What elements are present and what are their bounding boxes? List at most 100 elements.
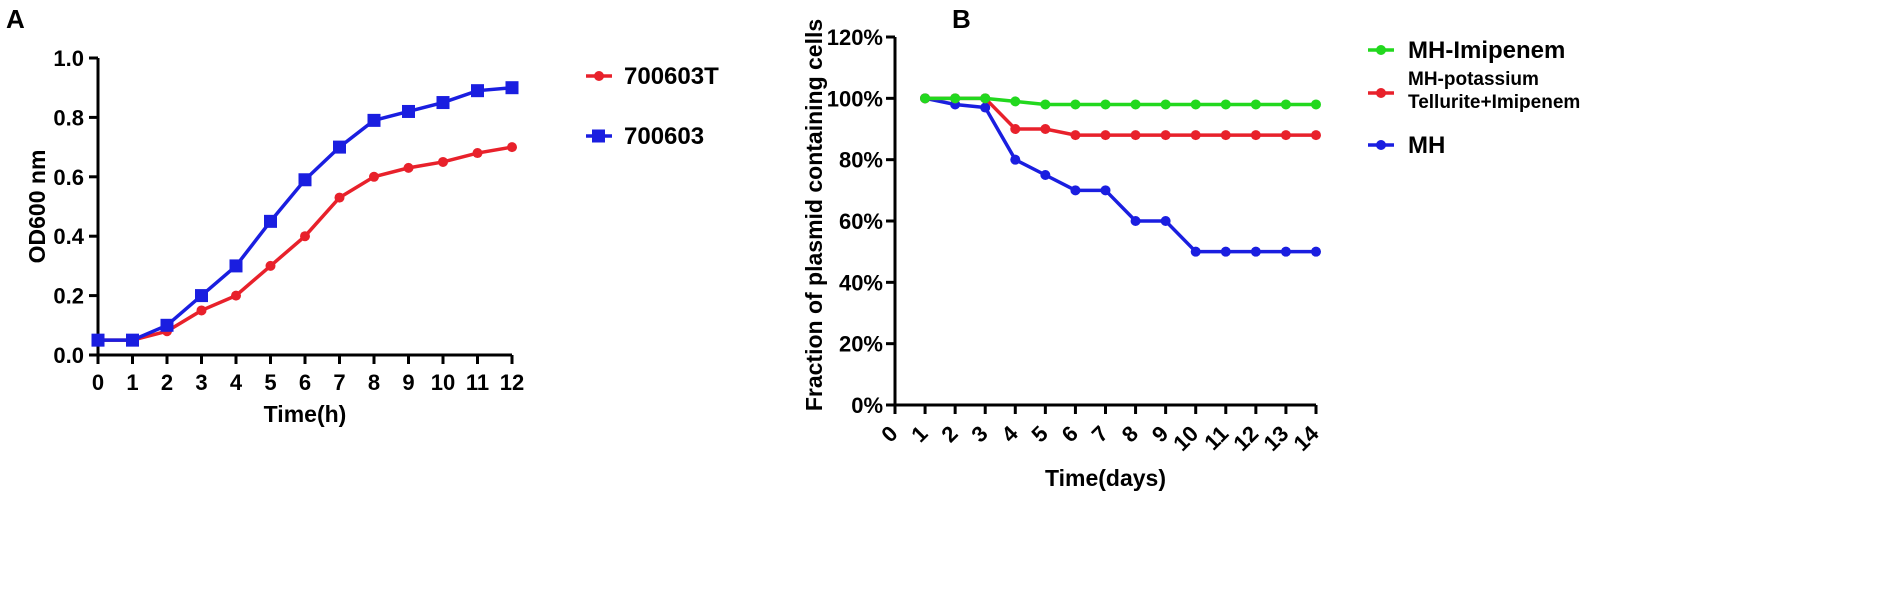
data-point-a-0 <box>438 156 448 167</box>
x-tick-label-b: 7 <box>1087 421 1113 447</box>
data-point-b-2 <box>1100 185 1111 196</box>
x-axis-title-b: Time(days) <box>1045 465 1166 491</box>
legend-label-line: MH-potassium <box>1408 69 1539 90</box>
x-tick-label-a: 12 <box>500 370 524 395</box>
x-tick-label-b: 3 <box>966 421 992 447</box>
legend-label-line: Tellurite+Imipenem <box>1408 92 1580 113</box>
x-tick-label-b: 8 <box>1117 421 1143 447</box>
x-tick-label-a: 8 <box>368 370 380 395</box>
data-point-a-1 <box>333 140 346 154</box>
x-tick-label-a: 11 <box>466 370 489 395</box>
data-point-b-1 <box>1070 130 1081 141</box>
y-tick-label-b: 40% <box>839 270 883 295</box>
data-point-b-1 <box>1100 130 1111 141</box>
legend-label-b-2: MH <box>1408 132 1445 159</box>
legend-label-a-0: 700603T <box>624 63 719 90</box>
x-tick-label-a: 9 <box>402 370 414 395</box>
data-point-b-2 <box>1311 246 1321 257</box>
y-tick-label-b: 20% <box>839 332 883 357</box>
series-line-b-2 <box>924 96 1316 254</box>
data-point-b-1 <box>1311 130 1321 141</box>
data-point-b-0 <box>1040 99 1051 110</box>
data-point-b-0 <box>1190 99 1201 110</box>
data-point-b-2 <box>1160 216 1171 226</box>
x-tick-label-b: 10 <box>1168 421 1203 456</box>
data-point-a-1 <box>298 173 312 187</box>
x-tick-label-a: 4 <box>230 370 243 395</box>
x-tick-label-a: 7 <box>333 370 345 395</box>
data-point-a-1 <box>229 259 243 273</box>
data-point-b-1 <box>1040 124 1051 134</box>
x-tick-label-a: 5 <box>264 370 276 395</box>
data-point-a-1 <box>471 84 484 98</box>
data-point-b-1 <box>1160 130 1171 141</box>
series-line-a-1 <box>98 85 513 342</box>
x-tick-label-a: 6 <box>299 370 311 395</box>
data-point-a-0 <box>369 171 379 182</box>
legend-marker-b-0 <box>1376 45 1386 55</box>
data-point-b-0 <box>1250 99 1261 110</box>
y-tick-label-a: 0.6 <box>53 165 84 190</box>
data-point-a-1 <box>160 318 174 332</box>
data-point-b-1 <box>1130 130 1141 141</box>
data-point-a-1 <box>264 214 277 228</box>
panel-label-a: A <box>6 4 25 34</box>
y-tick-label-b: 120% <box>827 25 883 50</box>
data-point-a-0 <box>472 148 483 159</box>
series-line-b-1 <box>925 96 1316 137</box>
x-tick-label-b: 9 <box>1147 421 1173 447</box>
data-point-a-1 <box>91 333 105 347</box>
data-point-a-0 <box>265 260 276 271</box>
x-tick-label-b: 2 <box>936 421 962 447</box>
data-point-a-0 <box>231 290 241 301</box>
data-point-a-1 <box>195 289 208 303</box>
data-point-b-0 <box>1160 99 1171 110</box>
data-point-b-1 <box>1220 130 1231 141</box>
data-point-b-2 <box>1070 185 1081 196</box>
y-tick-label-b: 80% <box>839 148 883 173</box>
legend-marker-b-2 <box>1376 140 1386 150</box>
data-point-b-0 <box>980 93 991 104</box>
data-point-b-0 <box>1070 99 1081 110</box>
data-point-a-1 <box>126 333 139 347</box>
data-point-b-2 <box>1280 246 1291 257</box>
series-line-b-0 <box>925 96 1316 107</box>
y-tick-label-b: 0% <box>851 393 883 418</box>
data-point-b-2 <box>1010 154 1021 165</box>
data-point-b-2 <box>1250 246 1261 257</box>
data-point-a-1 <box>402 104 415 118</box>
legend-label-b-1: MH-potassium Tellurite+Imipenem <box>1408 69 1580 113</box>
legend-marker-b-1 <box>1376 88 1386 98</box>
x-tick-label-a: 10 <box>431 370 455 395</box>
data-point-b-0 <box>950 93 961 104</box>
y-tick-label-a: 1.0 <box>53 46 84 71</box>
data-point-b-2 <box>980 102 991 113</box>
x-tick-label-a: 0 <box>92 370 104 395</box>
x-tick-label-a: 1 <box>126 370 138 395</box>
data-point-b-2 <box>1130 216 1141 226</box>
x-tick-label-b: 4 <box>996 420 1023 447</box>
data-point-b-1 <box>1010 124 1021 134</box>
data-point-b-0 <box>1100 99 1111 110</box>
y-tick-label-a: 0.2 <box>53 284 84 309</box>
data-point-b-1 <box>1190 130 1201 141</box>
data-point-b-0 <box>920 93 931 104</box>
y-axis-title-b: Fraction of plasmid containing cells <box>801 19 827 411</box>
data-point-a-1 <box>367 113 381 127</box>
data-point-b-2 <box>1040 170 1051 180</box>
y-tick-label-a: 0.8 <box>53 105 84 130</box>
chart-panel-a: 0.00.20.40.60.81.00 1 2 3 4 5 6 7 8 9 10 11 12Time(h… <box>24 46 719 427</box>
y-tick-label-b: 100% <box>827 86 883 111</box>
data-point-b-1 <box>1280 130 1291 141</box>
data-point-a-1 <box>436 96 450 110</box>
x-tick-label-b: 1 <box>906 421 932 447</box>
data-point-b-0 <box>1220 99 1231 110</box>
data-point-a-0 <box>507 142 517 153</box>
legend-marker-a-0 <box>594 71 604 81</box>
x-axis-title-a: Time(h) <box>264 401 347 427</box>
legend-label-a-1: 700603 <box>624 123 704 150</box>
y-tick-label-a: 0.0 <box>53 343 84 368</box>
data-point-a-1 <box>505 81 519 95</box>
x-tick-label-b: 6 <box>1057 421 1083 447</box>
x-tick-label-b: 14 <box>1289 420 1325 456</box>
